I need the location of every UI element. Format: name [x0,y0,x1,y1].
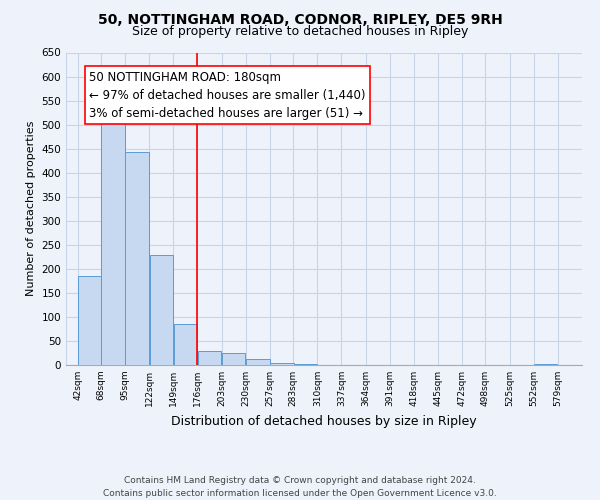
Bar [198,350,221,365]
Text: 50, NOTTINGHAM ROAD, CODNOR, RIPLEY, DE5 9RH: 50, NOTTINGHAM ROAD, CODNOR, RIPLEY, DE5… [98,12,502,26]
X-axis label: Distribution of detached houses by size in Ripley: Distribution of detached houses by size … [171,414,477,428]
Bar [149,256,173,365]
Bar [125,152,149,365]
Text: Contains HM Land Registry data © Crown copyright and database right 2024.
Contai: Contains HM Land Registry data © Crown c… [103,476,497,498]
Bar [222,353,245,365]
Text: 50 NOTTINGHAM ROAD: 180sqm
← 97% of detached houses are smaller (1,440)
3% of se: 50 NOTTINGHAM ROAD: 180sqm ← 97% of deta… [89,71,366,120]
Bar [270,363,293,365]
Bar [101,120,125,365]
Bar [293,364,317,365]
Bar [78,276,101,365]
Text: Size of property relative to detached houses in Ripley: Size of property relative to detached ho… [132,25,468,38]
Bar [173,324,197,365]
Bar [534,364,557,365]
Y-axis label: Number of detached properties: Number of detached properties [26,121,36,296]
Bar [246,359,269,365]
